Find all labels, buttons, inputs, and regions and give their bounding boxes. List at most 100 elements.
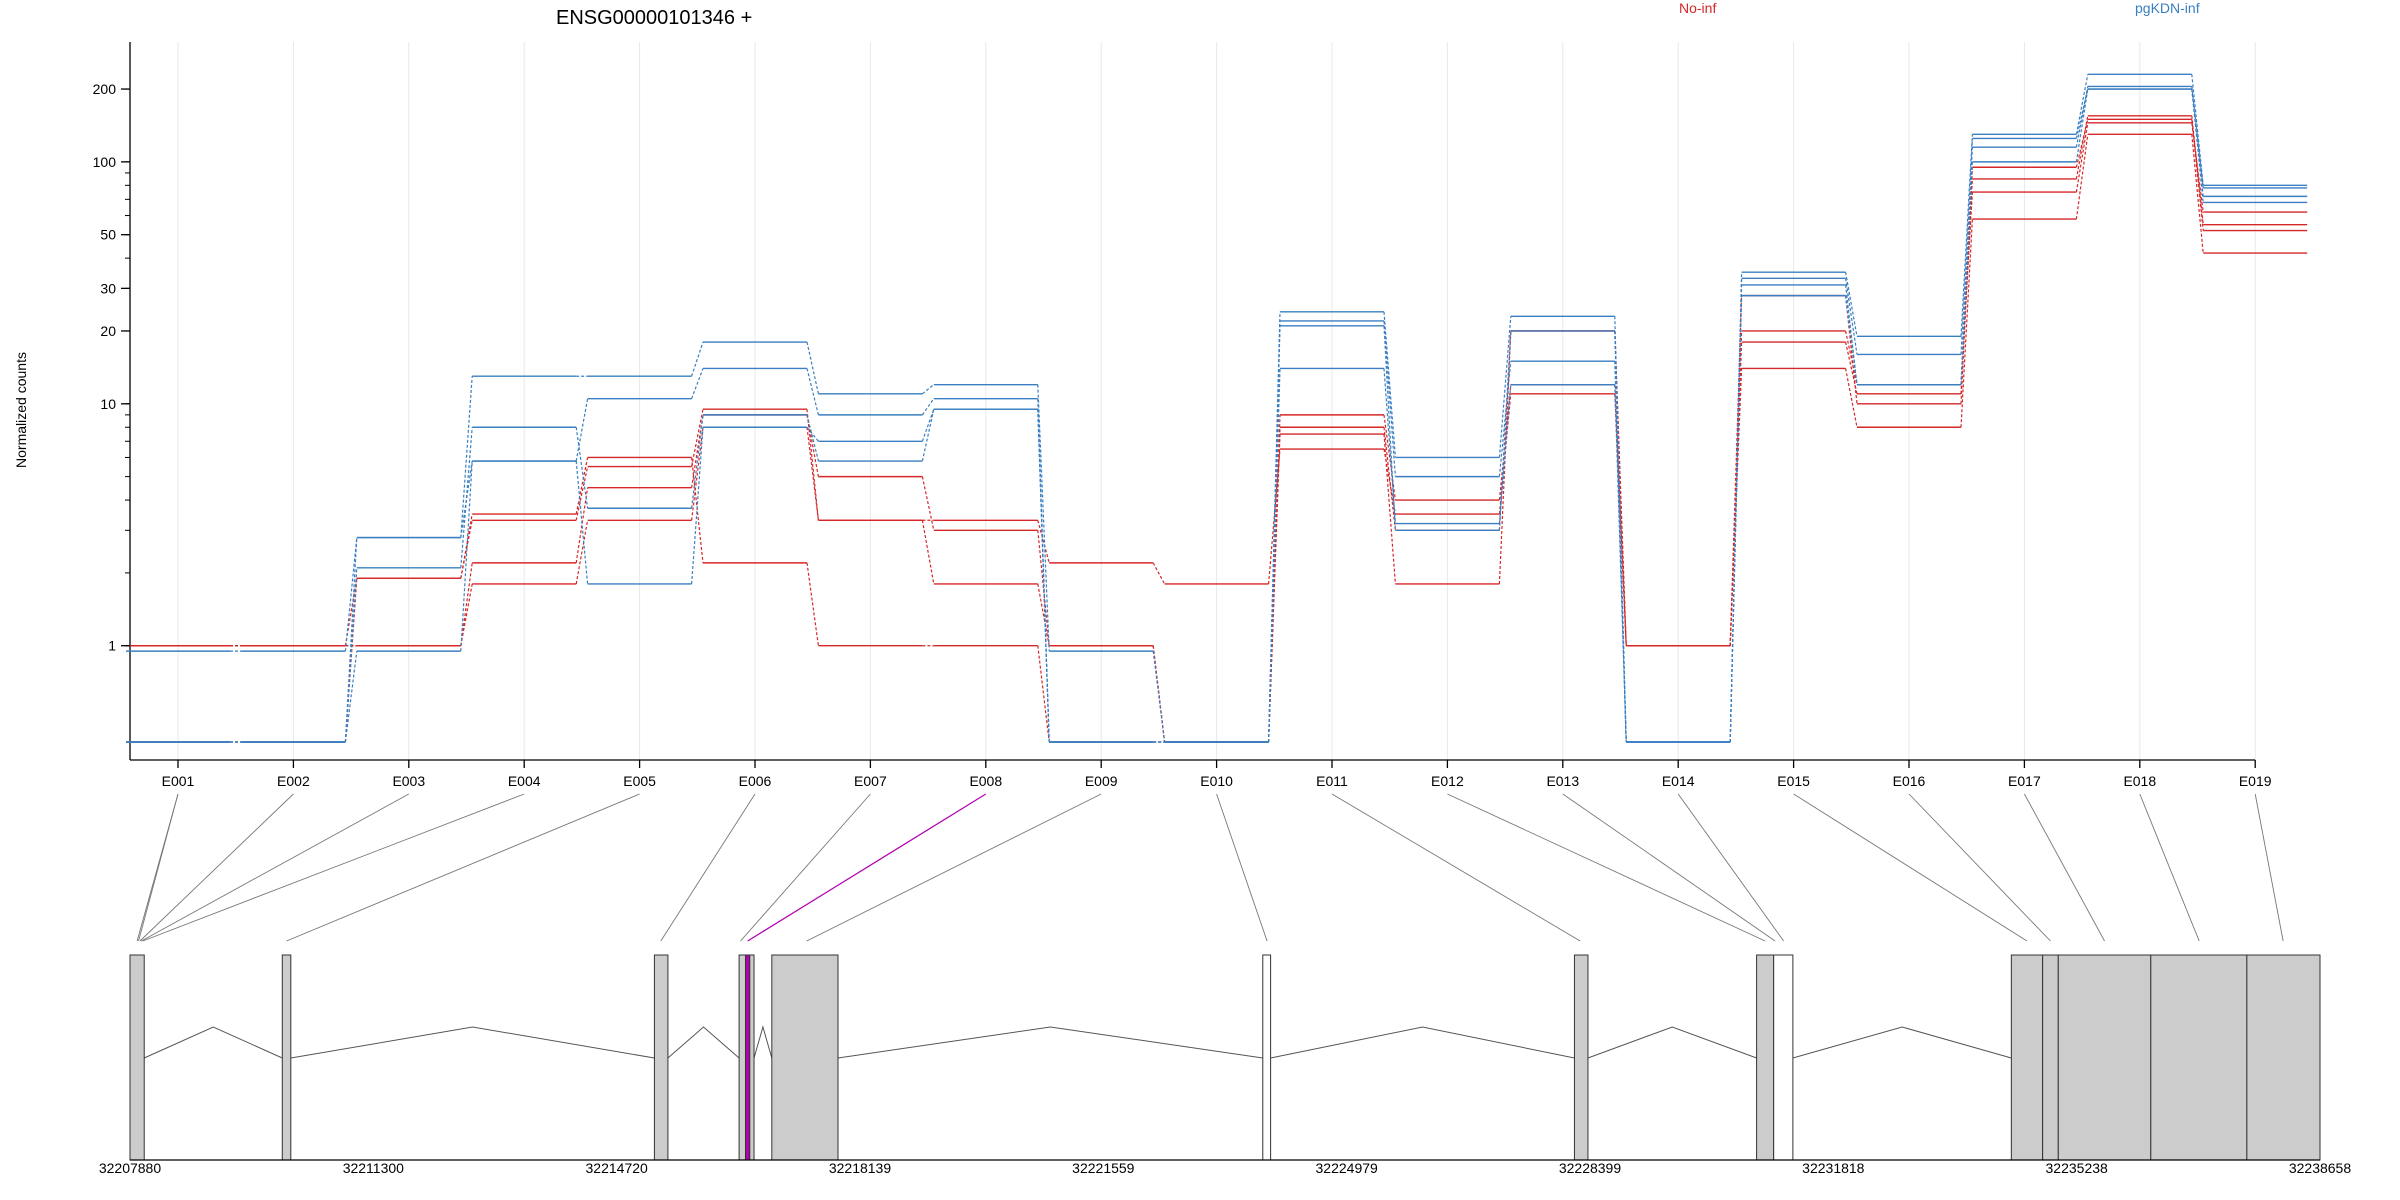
exon-block [1573, 954, 1589, 1161]
x-tick-label: E013 [1546, 773, 1579, 789]
series-connector [1268, 325, 1281, 743]
y-tick-label: 1 [108, 638, 116, 654]
series-connector [1498, 330, 1512, 531]
bin-link [1562, 793, 1776, 942]
exon-block [1756, 954, 1775, 1161]
series-connector [921, 408, 935, 442]
series-connector [1152, 562, 1166, 585]
series-connector [806, 341, 819, 394]
bin-link [1677, 793, 1785, 942]
series-connector [1614, 330, 1627, 743]
x-tick-label: E007 [854, 773, 887, 789]
bin-link [142, 793, 525, 942]
y-tick-label: 200 [93, 81, 117, 97]
series-connector [2191, 134, 2204, 254]
bin-link [2139, 793, 2200, 942]
series-connector [921, 398, 935, 416]
x-tick-label: E014 [1662, 773, 1695, 789]
x-tick-label: E004 [508, 773, 541, 789]
intron-line [1792, 1026, 2012, 1059]
series-connector [806, 427, 819, 521]
legend-label-pgkdn-inf: pgKDN-inf [2135, 0, 2200, 16]
bin-link [747, 793, 987, 942]
series-connector [2075, 88, 2089, 162]
series-connector [460, 562, 473, 646]
exon-block [749, 954, 755, 1161]
x-tick-label: E008 [969, 773, 1002, 789]
axes [129, 42, 2256, 761]
exon-block [129, 954, 145, 1161]
series-connector [1037, 409, 1050, 743]
x-tick-label: E003 [392, 773, 425, 789]
series-connector [1729, 330, 1743, 646]
exon-block [2246, 954, 2321, 1161]
bin-link [2024, 793, 2105, 942]
genomic-axis-label: 32211300 [343, 1160, 404, 1176]
series-line [126, 122, 2308, 743]
exon-block [2150, 954, 2248, 1161]
bin-link [660, 793, 756, 942]
bin-link [1908, 793, 2051, 942]
x-tick-label: E006 [739, 773, 772, 789]
series-connector [691, 427, 704, 521]
bin-links [136, 793, 2284, 942]
exon-block [771, 954, 839, 1161]
series-connector [1960, 167, 1973, 404]
series-connector [575, 466, 589, 521]
series-connector [921, 520, 935, 585]
exon-block [1773, 954, 1794, 1161]
intron-line [837, 1026, 1263, 1059]
series-connector [460, 583, 473, 646]
series-connector [1960, 147, 1973, 355]
intron-line [1587, 1026, 1757, 1059]
exon-block [1262, 954, 1272, 1161]
series-connector [806, 414, 819, 477]
series-connector [1845, 272, 1858, 337]
series-connector [1268, 414, 1281, 743]
series-connector [1037, 530, 1050, 646]
series-lines [126, 73, 2308, 743]
series-connector [575, 460, 589, 585]
exon-block [281, 954, 292, 1161]
series-connector [344, 537, 358, 652]
series-connector [1498, 316, 1512, 458]
series-connector [460, 460, 473, 652]
exon-block [738, 954, 746, 1161]
series-connector [691, 341, 704, 377]
series-connector [1037, 384, 1050, 652]
series-connector [2075, 119, 2089, 168]
series-connector [1383, 368, 1396, 524]
bin-link [138, 793, 179, 942]
series-connector [1614, 384, 1627, 646]
series-connector [806, 426, 819, 442]
x-tick-label: E016 [1893, 773, 1926, 789]
legend-label-no-inf: No-inf [1679, 0, 1716, 16]
intron-line [1270, 1026, 1575, 1059]
series-connector [691, 368, 704, 399]
series-connector [575, 398, 589, 462]
series-connector [460, 376, 473, 538]
x-tick-label: E001 [162, 773, 195, 789]
intron-line [753, 1025, 773, 1059]
series-connector [1845, 284, 1858, 385]
series-connector [1729, 295, 1743, 646]
intron-line [290, 1026, 655, 1059]
genomic-axis-label: 32207880 [99, 1160, 162, 1176]
exon-block [2010, 954, 2044, 1161]
series-connector [2075, 86, 2089, 148]
bin-link [141, 793, 410, 942]
series-connector [460, 460, 473, 538]
series-connector [691, 427, 704, 585]
series-connector [1845, 295, 1858, 404]
y-axis-label: Normalized counts [13, 352, 29, 468]
series-connector [1845, 278, 1858, 355]
genomic-axis-label: 32224979 [1316, 1160, 1379, 1176]
series-connector [1498, 361, 1512, 477]
series-connector [806, 368, 819, 416]
bin-link [806, 793, 1102, 942]
genomic-axis-label: 32214720 [586, 1160, 649, 1176]
intron-line [667, 1026, 740, 1059]
genomic-axis-label: 32218139 [829, 1160, 892, 1176]
series-connector [806, 409, 819, 521]
series-line [126, 88, 2308, 743]
